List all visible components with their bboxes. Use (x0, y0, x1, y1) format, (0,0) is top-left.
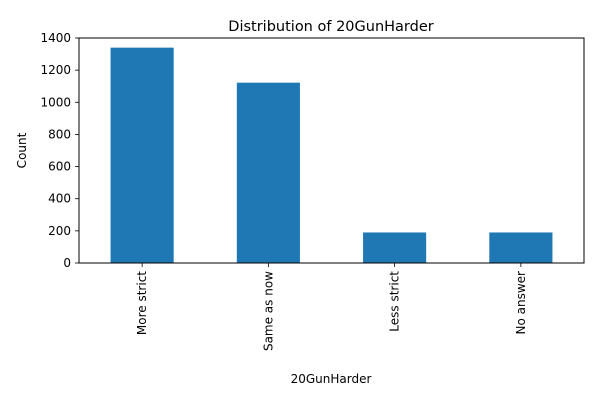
y-tick-label: 400 (48, 192, 71, 206)
y-tick-label: 0 (63, 256, 71, 270)
chart-title: Distribution of 20GunHarder (228, 19, 433, 35)
y-tick-label: 800 (48, 127, 71, 141)
x-tick-label: More strict (135, 271, 149, 335)
x-axis-ticks: More strict Same as now Less strict No answ… (135, 263, 528, 351)
x-tick-label: Same as now (261, 271, 275, 351)
y-tick-label: 200 (48, 224, 71, 238)
bar-less-strict (363, 232, 427, 263)
bars-group (110, 47, 553, 264)
x-tick-label: No answer (514, 271, 528, 335)
x-tick-label: Less strict (388, 271, 402, 332)
y-axis-ticks: 0 200 400 600 800 1000 1200 1400 (40, 31, 79, 270)
y-tick-label: 1400 (40, 31, 71, 45)
plot-area-frame (78, 37, 585, 264)
bar-more-strict (110, 47, 174, 264)
x-axis-label: 20GunHarder (291, 372, 372, 386)
y-tick-label: 1200 (40, 63, 71, 77)
bar-no-answer (489, 232, 553, 263)
y-tick-label: 1000 (40, 95, 71, 109)
y-axis-label: Count (15, 132, 29, 168)
bar-same-as-now (236, 82, 300, 263)
y-tick-label: 600 (48, 160, 71, 174)
